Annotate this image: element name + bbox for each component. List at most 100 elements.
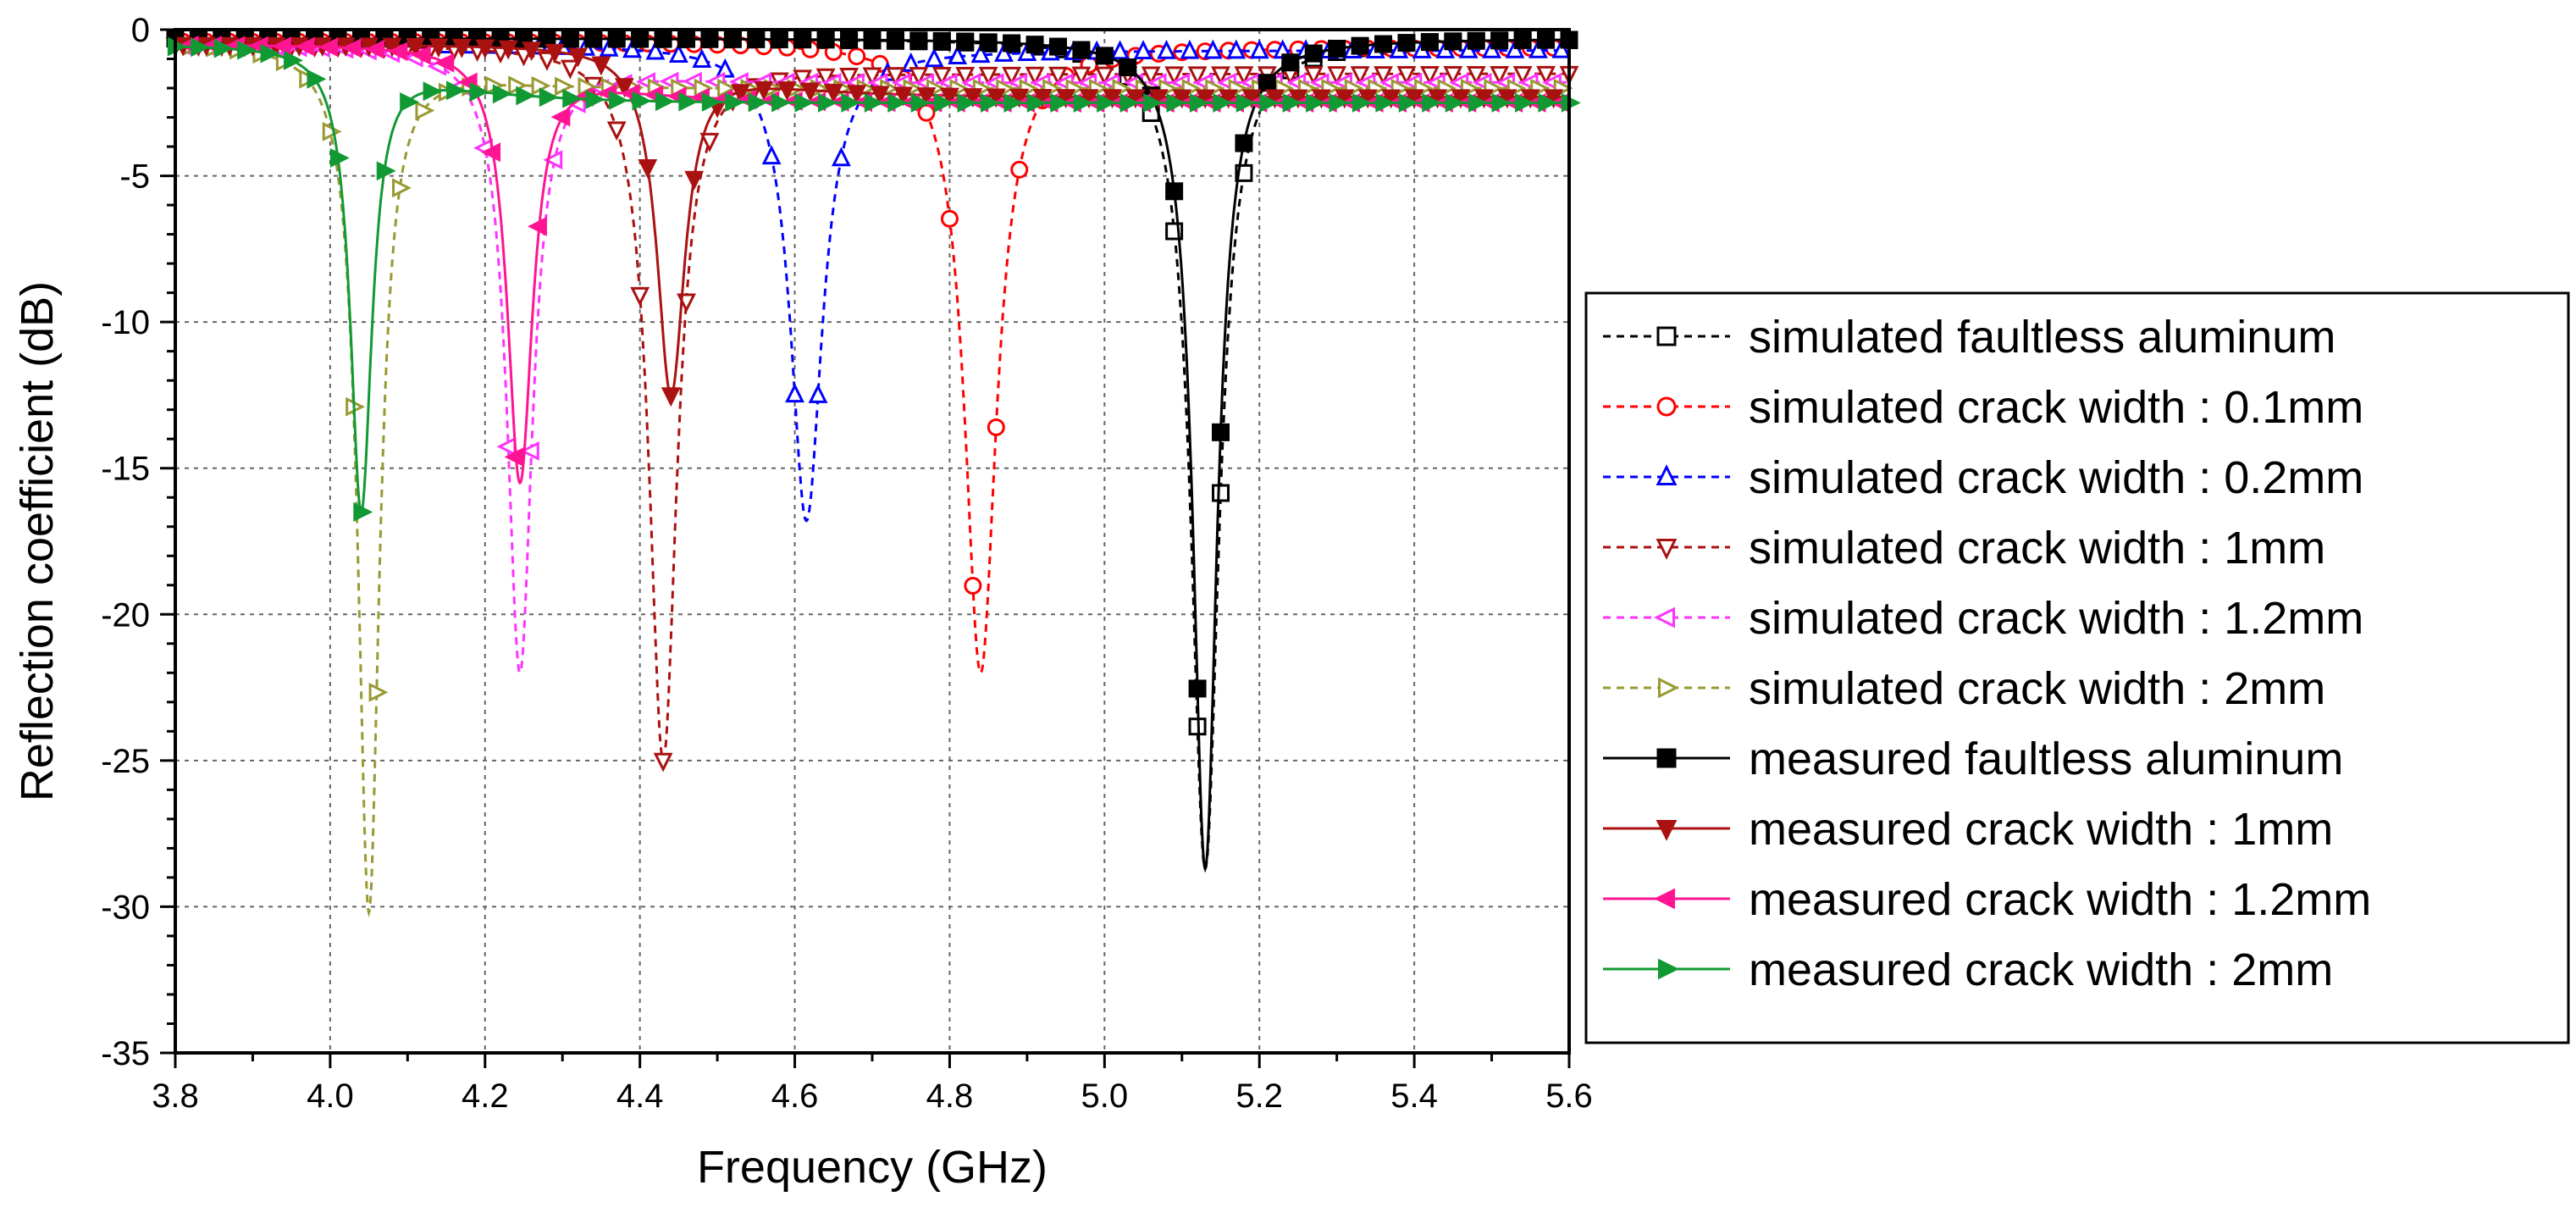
data-point-marker — [893, 86, 914, 107]
data-point-marker — [451, 38, 472, 58]
data-point-marker — [1528, 38, 1548, 58]
data-point-marker — [793, 30, 812, 49]
data-point-marker — [1404, 89, 1424, 109]
legend-item: simulated crack width : 2mm — [1603, 663, 2325, 714]
data-point-marker — [1490, 31, 1509, 50]
data-point-marker — [1422, 92, 1442, 113]
data-point-marker — [1048, 37, 1067, 56]
data-point-marker — [840, 30, 859, 49]
data-point-marker — [318, 37, 339, 58]
data-point-marker — [948, 45, 968, 65]
data-point-marker — [1143, 92, 1163, 113]
data-point-marker — [1258, 74, 1276, 92]
data-point-marker — [543, 150, 563, 170]
data-point-marker — [1110, 40, 1130, 60]
data-point-marker — [516, 86, 536, 106]
data-point-marker — [622, 38, 642, 58]
data-point-marker — [1009, 88, 1030, 108]
data-point-marker — [522, 42, 542, 62]
data-point-marker — [1212, 423, 1230, 441]
data-point-marker — [754, 80, 774, 101]
data-point-marker — [723, 30, 742, 48]
data-point-marker — [940, 209, 959, 228]
data-point-marker — [668, 43, 688, 64]
data-point-marker — [415, 101, 435, 120]
data-point-marker — [1202, 39, 1223, 59]
data-point-marker — [1537, 30, 1556, 49]
data-point-marker — [481, 142, 501, 163]
data-point-marker — [1079, 89, 1099, 109]
data-point-marker — [731, 84, 750, 104]
data-point-marker — [1656, 326, 1677, 346]
data-point-marker — [1095, 47, 1114, 65]
data-point-marker — [1398, 92, 1418, 113]
data-point-marker — [661, 387, 681, 407]
data-point-marker — [191, 37, 211, 58]
legend-label: measured crack width : 1mm — [1749, 804, 2333, 855]
data-point-marker — [1010, 160, 1029, 179]
data-point-marker — [1172, 89, 1192, 109]
data-point-marker — [1351, 36, 1369, 55]
axes: 3.8 4.0 4.2 4.4 4.6 4.8 5.0 5.2 5.4 5.6 0 -5 -10 -15 -… — [101, 12, 1593, 1115]
data-point-marker — [808, 384, 828, 403]
data-point-marker — [1451, 89, 1471, 109]
data-point-marker — [1025, 66, 1045, 86]
data-point-marker — [1658, 677, 1679, 699]
data-point-marker — [392, 178, 412, 198]
data-point-marker — [777, 81, 797, 102]
series-layer — [165, 30, 1581, 917]
data-point-marker — [678, 91, 699, 112]
data-point-marker — [1166, 92, 1186, 113]
legend-label: simulated crack width : 0.1mm — [1749, 382, 2363, 433]
data-point-marker — [1235, 134, 1253, 152]
data-point-marker — [1468, 92, 1488, 113]
data-point-marker — [504, 447, 524, 467]
x-tick-label: 4.8 — [926, 1077, 974, 1115]
data-point-marker — [295, 36, 315, 57]
data-point-marker — [341, 38, 362, 58]
data-point-marker — [423, 81, 443, 102]
data-point-marker — [434, 53, 455, 73]
data-point-marker — [1374, 66, 1393, 86]
x-tick-label: 5.6 — [1545, 1077, 1593, 1115]
data-point-marker — [1050, 93, 1070, 113]
data-point-marker — [1375, 92, 1396, 113]
data-point-marker — [237, 40, 257, 60]
data-point-marker — [1352, 92, 1372, 113]
data-point-marker — [1119, 58, 1137, 77]
data-point-marker — [978, 66, 998, 86]
data-point-marker — [1125, 89, 1146, 109]
y-tick-label: 0 — [131, 12, 150, 49]
data-point-marker — [771, 92, 791, 113]
data-point-marker — [1656, 539, 1678, 560]
data-point-marker — [353, 502, 373, 522]
data-point-marker — [1234, 66, 1254, 86]
data-point-marker — [1654, 888, 1675, 910]
data-point-marker — [1466, 65, 1486, 86]
data-point-marker — [1396, 66, 1417, 86]
data-point-marker — [986, 88, 1006, 108]
data-point-marker — [770, 30, 788, 49]
data-point-marker — [1381, 89, 1401, 109]
data-point-marker — [1428, 89, 1447, 109]
data-point-marker — [1335, 89, 1355, 109]
data-point-marker — [1003, 93, 1024, 113]
data-point-marker — [1212, 484, 1230, 502]
data-point-marker — [1219, 89, 1239, 109]
data-point-marker — [887, 92, 908, 113]
data-point-marker — [446, 80, 466, 101]
series-6 — [166, 30, 1578, 873]
data-point-marker — [1119, 93, 1140, 113]
x-tick-label: 3.8 — [152, 1077, 199, 1115]
data-point-marker — [260, 43, 280, 64]
data-point-marker — [955, 66, 976, 86]
data-point-marker — [1420, 33, 1439, 52]
data-point-marker — [322, 121, 342, 141]
data-point-marker — [931, 67, 952, 86]
data-point-marker — [1520, 89, 1540, 109]
legend-item: measured faultless aluminum — [1603, 734, 2343, 784]
legend-frame — [1584, 291, 2570, 1044]
data-point-marker — [940, 87, 959, 108]
series-3 — [165, 37, 1579, 773]
